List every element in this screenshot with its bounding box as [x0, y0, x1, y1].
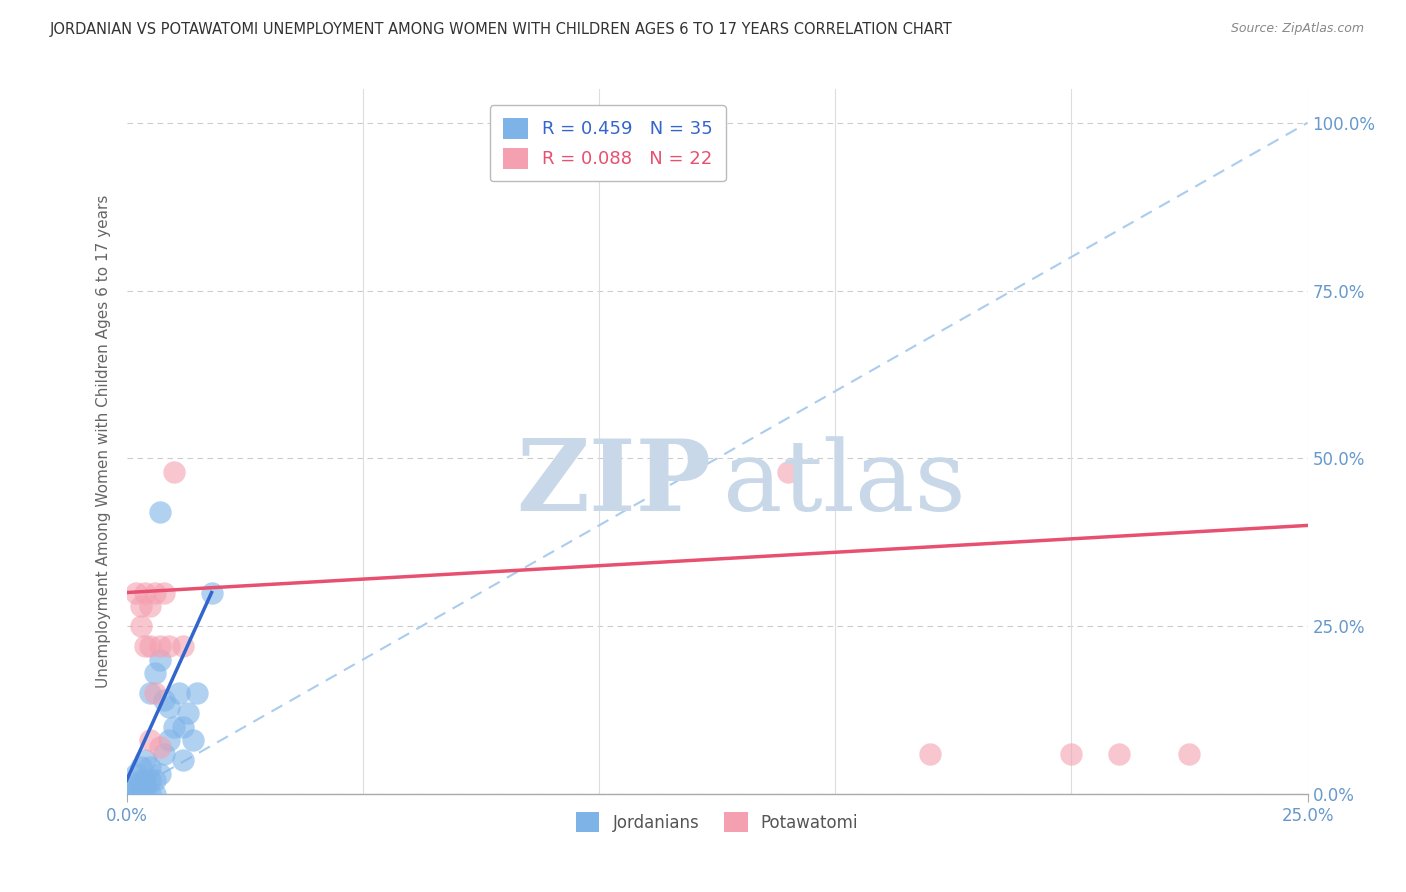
Point — [139, 639, 162, 653]
Point — [125, 585, 148, 599]
Point — [134, 787, 156, 801]
Point — [143, 787, 166, 801]
Point — [149, 639, 172, 653]
Point — [153, 747, 176, 761]
Legend: Jordanians, Potawatomi: Jordanians, Potawatomi — [569, 805, 865, 838]
Point — [149, 766, 172, 780]
Text: ZIP: ZIP — [516, 435, 711, 533]
Point — [157, 733, 180, 747]
Point — [172, 720, 194, 734]
Point — [167, 686, 190, 700]
Text: Source: ZipAtlas.com: Source: ZipAtlas.com — [1230, 22, 1364, 36]
Point — [776, 465, 799, 479]
Point — [139, 733, 162, 747]
Point — [157, 639, 180, 653]
Point — [163, 720, 186, 734]
Point — [172, 639, 194, 653]
Point — [125, 766, 148, 780]
Point — [129, 599, 152, 613]
Point — [149, 505, 172, 519]
Point — [177, 706, 200, 721]
Point — [172, 753, 194, 767]
Point — [139, 787, 162, 801]
Point — [157, 699, 180, 714]
Text: atlas: atlas — [723, 436, 966, 532]
Point — [129, 760, 152, 774]
Point — [134, 780, 156, 794]
Point — [918, 747, 941, 761]
Point — [153, 693, 176, 707]
Point — [134, 773, 156, 788]
Point — [134, 753, 156, 767]
Point — [134, 639, 156, 653]
Point — [143, 686, 166, 700]
Point — [200, 585, 222, 599]
Point — [120, 783, 142, 797]
Point — [139, 686, 162, 700]
Point — [143, 585, 166, 599]
Point — [540, 136, 562, 150]
Point — [181, 733, 204, 747]
Point — [120, 780, 142, 794]
Point — [143, 666, 166, 681]
Point — [153, 585, 176, 599]
Point — [139, 760, 162, 774]
Point — [129, 780, 152, 794]
Point — [139, 599, 162, 613]
Point — [149, 653, 172, 667]
Point — [1060, 747, 1083, 761]
Point — [129, 773, 152, 788]
Y-axis label: Unemployment Among Women with Children Ages 6 to 17 years: Unemployment Among Women with Children A… — [96, 194, 111, 689]
Point — [134, 585, 156, 599]
Text: JORDANIAN VS POTAWATOMI UNEMPLOYMENT AMONG WOMEN WITH CHILDREN AGES 6 TO 17 YEAR: JORDANIAN VS POTAWATOMI UNEMPLOYMENT AMO… — [49, 22, 952, 37]
Point — [1178, 747, 1201, 761]
Point — [139, 773, 162, 788]
Point — [125, 777, 148, 791]
Point — [163, 465, 186, 479]
Point — [186, 686, 208, 700]
Point — [129, 619, 152, 633]
Point — [125, 783, 148, 797]
Point — [1108, 747, 1130, 761]
Point — [143, 773, 166, 788]
Point — [129, 787, 152, 801]
Point — [149, 739, 172, 754]
